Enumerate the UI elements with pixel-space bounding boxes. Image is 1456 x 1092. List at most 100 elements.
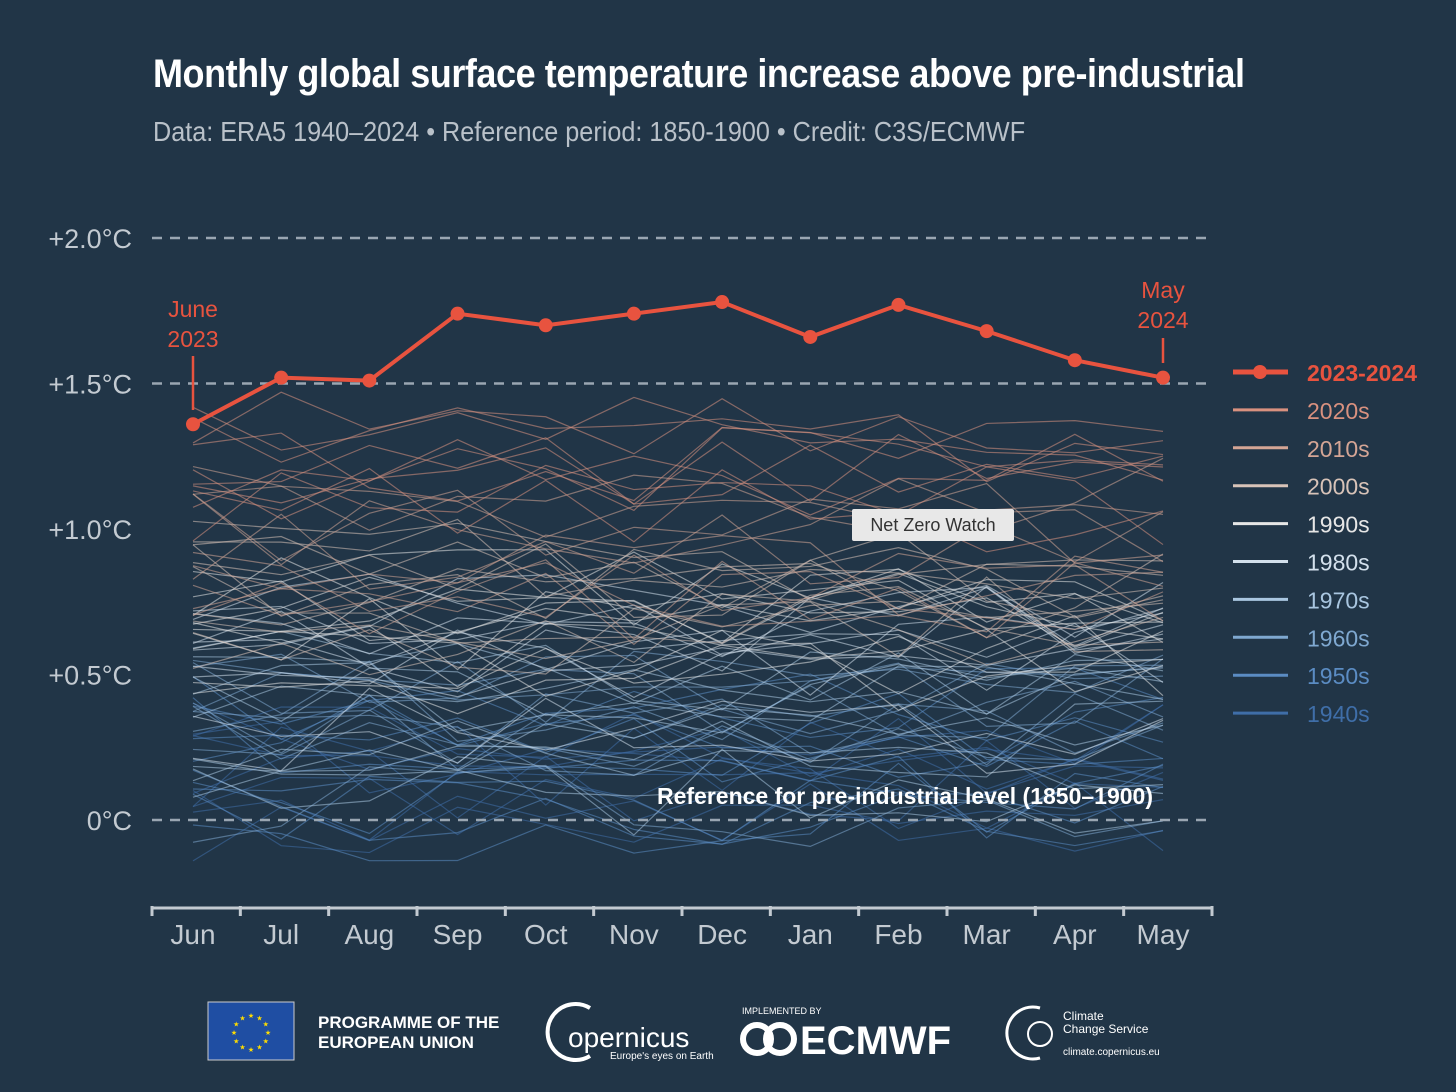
- watermark-text: Net Zero Watch: [870, 515, 995, 535]
- decade-line-1990s: [192, 549, 1164, 626]
- legend-label: 1960s: [1307, 625, 1370, 651]
- decade-line-1940s: [192, 702, 1164, 771]
- watermark: Net Zero Watch: [852, 509, 1014, 541]
- y-tick-label: 0°C: [87, 806, 132, 836]
- chart-subtitle: Data: ERA5 1940–2024 • Reference period:…: [153, 116, 1026, 147]
- y-tick-label: +2.0°C: [48, 224, 132, 254]
- decade-line-1990s: [192, 622, 1164, 693]
- legend-label: 1970s: [1307, 587, 1370, 613]
- decade-line-1980s: [192, 622, 1164, 699]
- y-tick-label: +1.0°C: [48, 515, 132, 545]
- decade-line-1960s: [192, 764, 1164, 848]
- decade-line-1970s: [192, 667, 1164, 718]
- eu-label-1: PROGRAMME OF THE: [318, 1013, 499, 1032]
- legend-item-1970s: 1970s: [1233, 587, 1370, 613]
- x-tick-label: Jul: [263, 919, 299, 950]
- decade-line-1950s: [192, 779, 1164, 862]
- highlight-series: [186, 295, 1170, 432]
- decade-line-2000s: [192, 544, 1164, 620]
- reference-annotation: Reference for pre-industrial level (1850…: [657, 783, 1153, 809]
- decade-line-1990s: [192, 578, 1164, 642]
- decade-line-1990s: [192, 590, 1164, 671]
- highlight-line: [192, 299, 1164, 427]
- start-annotation-month: June: [168, 296, 218, 322]
- legend-item-1980s: 1980s: [1233, 550, 1370, 576]
- decade-line-1940s: [192, 739, 1164, 822]
- decade-line-2020s: [192, 433, 1164, 505]
- decade-line-2000s: [192, 535, 1164, 610]
- highlight-point-Apr: [1067, 353, 1082, 368]
- decade-line-2010s: [192, 559, 1164, 640]
- decade-line-2000s: [192, 600, 1164, 675]
- decade-line-2020s: [192, 407, 1164, 483]
- decade-line-1960s: [192, 653, 1164, 735]
- decade-line-2020s: [192, 391, 1164, 455]
- legend-label: 1990s: [1307, 512, 1370, 538]
- end-annotation-month: May: [1141, 277, 1185, 303]
- ecmwf-text: ECMWF: [800, 1019, 951, 1063]
- eu-star: ★: [256, 1044, 262, 1052]
- decade-line-2000s: [192, 576, 1164, 660]
- decade-line-1980s: [192, 574, 1164, 651]
- highlight-point-Mar: [979, 324, 994, 339]
- eu-flag-logo: ★★★★★★★★★ ★ ★★: [207, 1001, 295, 1061]
- legend-label: 2000s: [1307, 474, 1370, 500]
- decade-lines: [192, 391, 1164, 862]
- end-annotation-year: 2024: [1137, 307, 1188, 333]
- highlight-point-Oct: [538, 318, 553, 333]
- x-tick-label: Jan: [788, 919, 833, 950]
- x-tick-label: Oct: [524, 919, 568, 950]
- eu-star: ★: [239, 1044, 245, 1052]
- legend-item-1960s: 1960s: [1233, 625, 1370, 651]
- decade-line-1960s: [192, 664, 1164, 739]
- x-axis: Jun Jul Aug Sep Oct Nov Dec Jan Feb Mar Apr May: [150, 906, 1214, 950]
- highlight-point-Feb: [891, 297, 906, 312]
- x-tick-label: Feb: [874, 919, 922, 950]
- chart-title: Monthly global surface temperature incre…: [153, 52, 1245, 96]
- decade-line-1970s: [192, 749, 1164, 823]
- decade-line-2020s: [192, 396, 1164, 481]
- c3s-logo: Climate Change Service climate.copernicu…: [1005, 1005, 1160, 1061]
- eu-star: ★: [233, 1021, 239, 1029]
- decade-line-1980s: [192, 687, 1164, 774]
- x-tick-label: Mar: [963, 919, 1011, 950]
- decade-line-1970s: [192, 707, 1164, 776]
- decade-line-2000s: [192, 593, 1164, 676]
- highlight-point-Jun: [186, 417, 200, 432]
- decade-line-2000s: [192, 553, 1164, 639]
- eu-star: ★: [256, 1014, 262, 1022]
- legend-label: 2020s: [1307, 398, 1370, 424]
- legend-item-2010s: 2010s: [1233, 436, 1370, 462]
- copernicus-logo: opernicus Europe's eyes on Earth: [545, 1002, 714, 1062]
- decade-line-1960s: [192, 703, 1164, 767]
- legend-item-1940s: 1940s: [1233, 701, 1370, 727]
- copernicus-tagline: Europe's eyes on Earth: [610, 1051, 714, 1062]
- legend-item-2023-2024: 2023-2024: [1233, 360, 1417, 386]
- ecmwf-logo: ECMWF: [740, 1019, 951, 1063]
- decade-line-1940s: [192, 790, 1164, 854]
- legend-item-1990s: 1990s: [1233, 512, 1370, 538]
- start-annotation-year: 2023: [167, 326, 218, 352]
- decade-line-1950s: [192, 755, 1164, 839]
- y-axis: +2.0°C +1.5°C +1.0°C +0.5°C 0°C: [48, 224, 132, 836]
- eu-star: ★: [233, 1038, 239, 1046]
- c3s-line1: Climate: [1063, 1009, 1104, 1023]
- highlight-point-Dec: [715, 295, 730, 310]
- decade-line-1990s: [192, 615, 1164, 697]
- decade-line-1970s: [192, 630, 1164, 711]
- decade-line-1990s: [192, 551, 1164, 630]
- legend-marker: [1253, 365, 1267, 379]
- x-tick-label: Sep: [433, 919, 483, 950]
- c3s-line2: Change Service: [1063, 1022, 1149, 1036]
- highlight-point-Nov: [626, 306, 641, 321]
- decade-line-2020s: [192, 437, 1164, 505]
- eu-star: ★: [248, 1046, 254, 1054]
- highlight-point-Sep: [450, 306, 465, 321]
- eu-star: ★: [248, 1012, 254, 1020]
- implemented-by: IMPLEMENTED BY: [742, 1006, 822, 1016]
- highlight-point-Jan: [803, 329, 818, 344]
- decade-line-2000s: [192, 566, 1164, 646]
- y-tick-label: +1.5°C: [48, 370, 132, 400]
- c3s-url: climate.copernicus.eu: [1063, 1047, 1160, 1058]
